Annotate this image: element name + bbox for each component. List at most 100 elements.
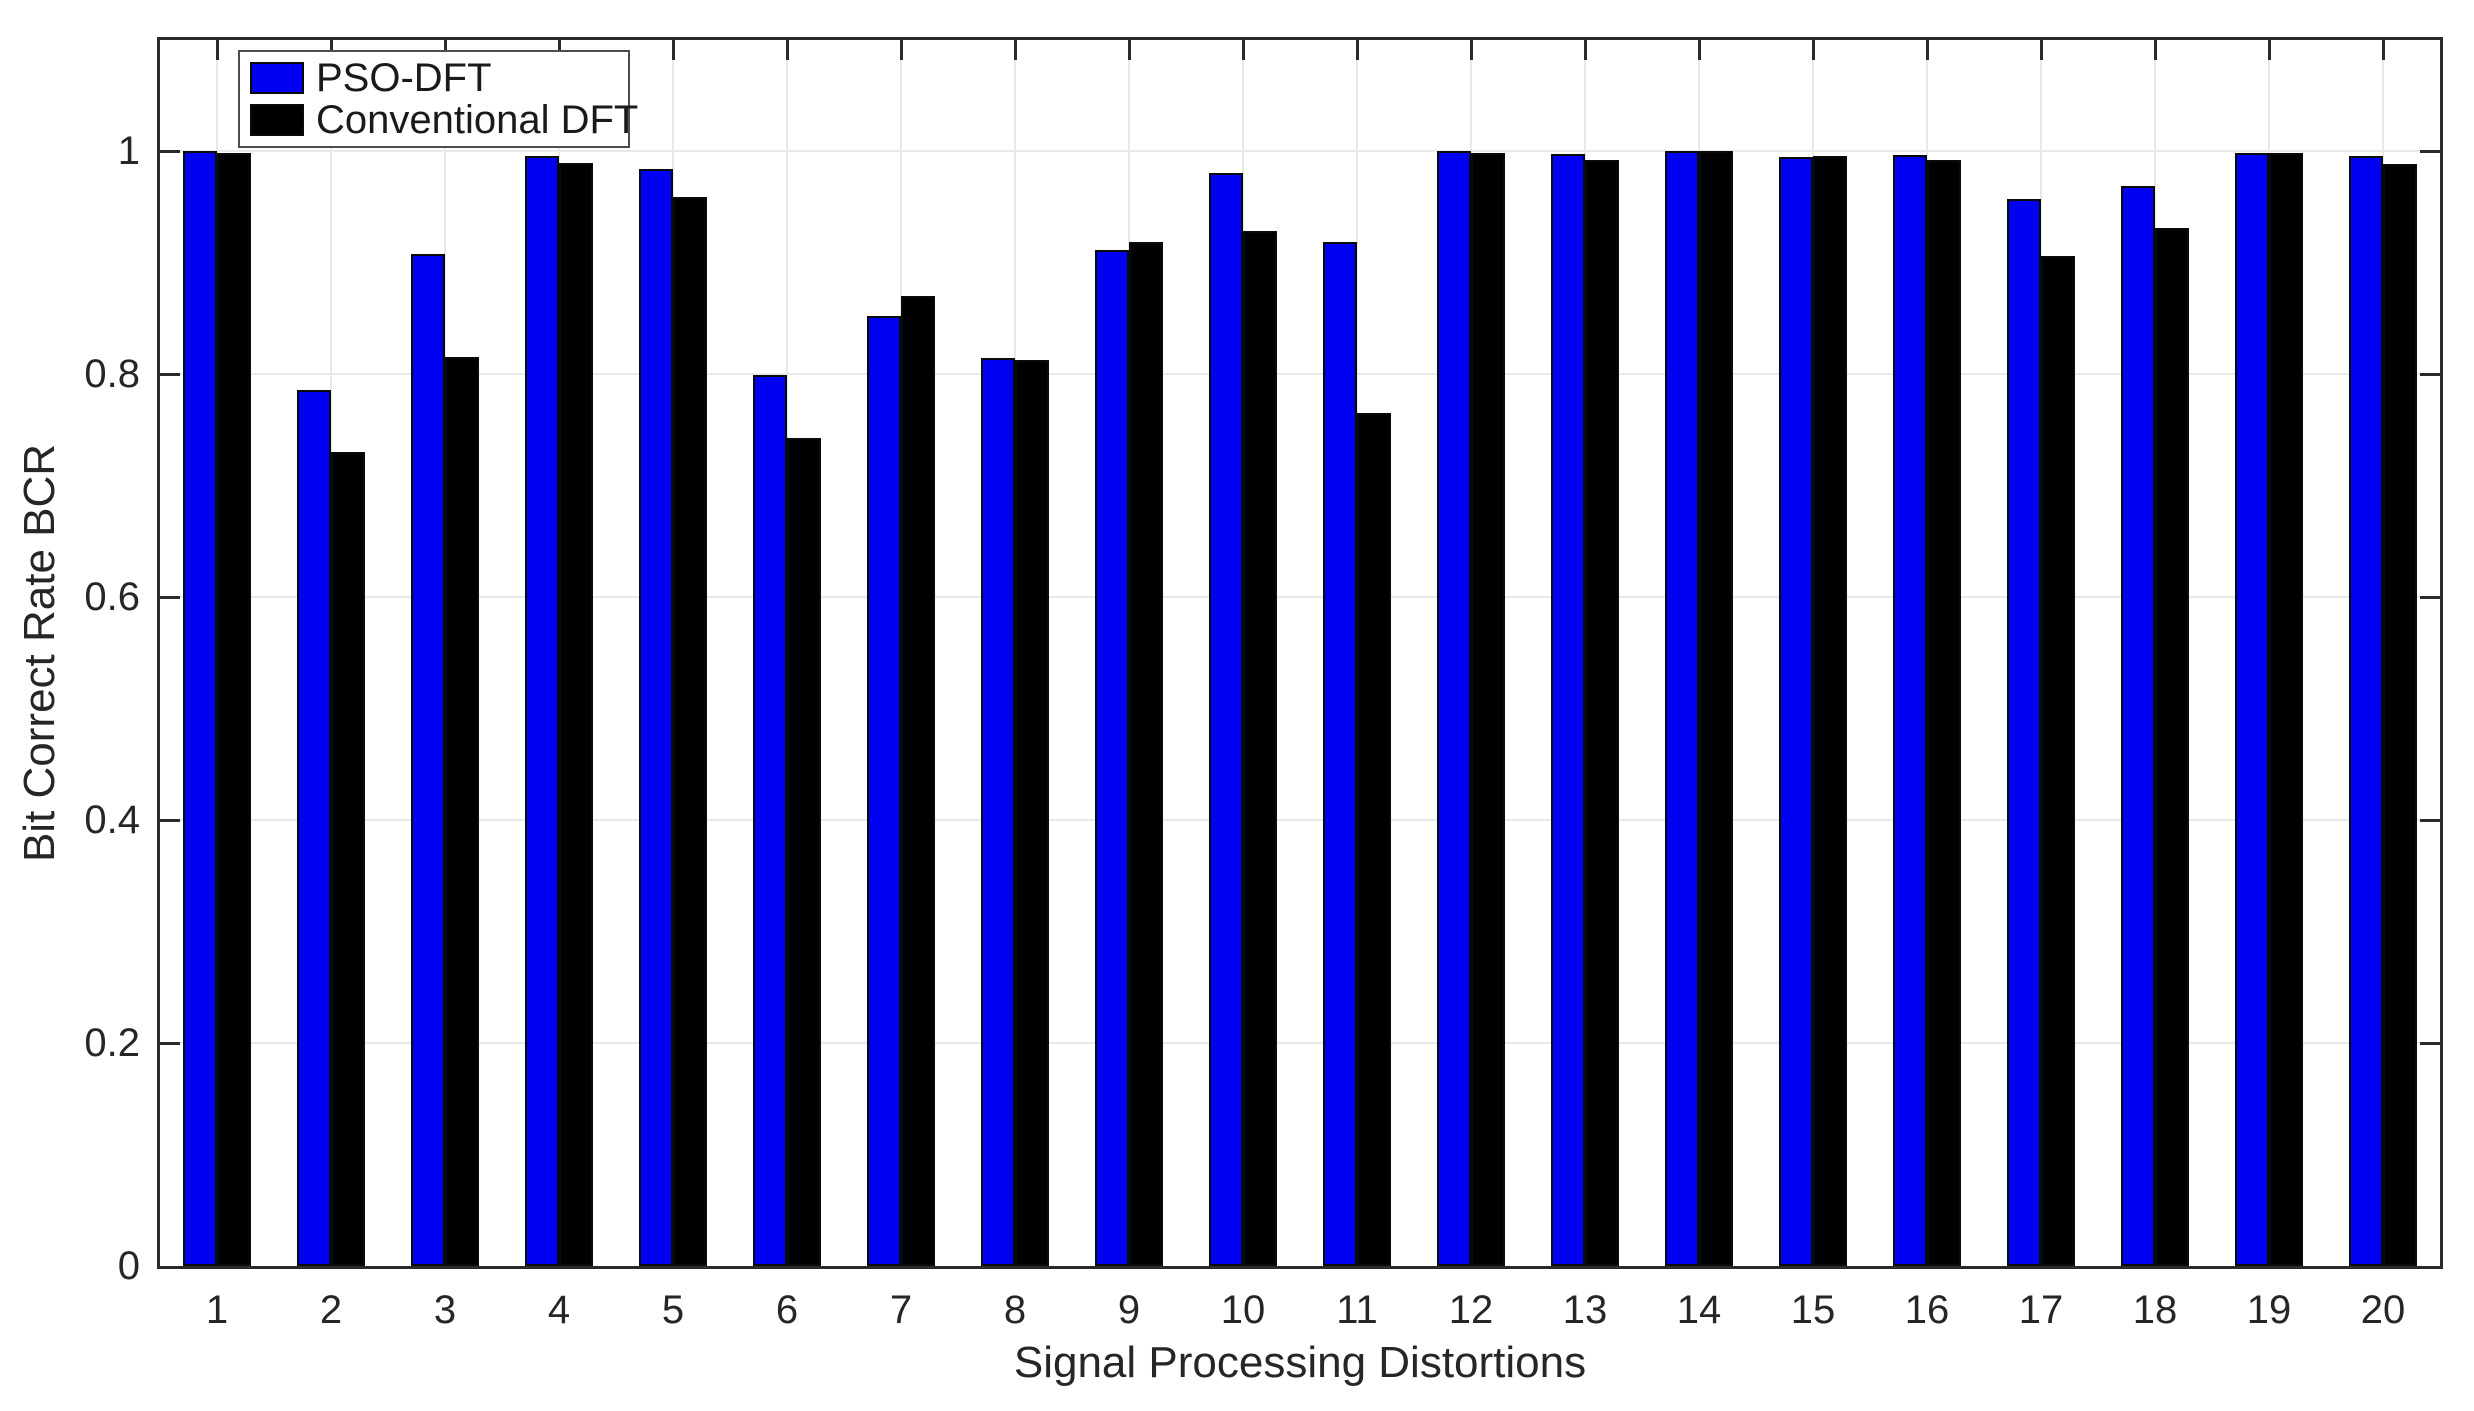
x-tick-mark bbox=[1583, 40, 1587, 60]
bar bbox=[1357, 413, 1391, 1266]
x-tick-mark bbox=[785, 40, 789, 60]
bar bbox=[1551, 153, 1585, 1266]
bar bbox=[1209, 172, 1243, 1266]
x-tick-mark bbox=[1127, 40, 1131, 60]
y-tick-mark bbox=[160, 595, 180, 599]
x-tick-label: 12 bbox=[1448, 1288, 1494, 1332]
x-tick-mark bbox=[1469, 40, 1473, 60]
bar bbox=[1015, 359, 1049, 1266]
x-tick-label: 7 bbox=[889, 1288, 913, 1332]
h-gridline bbox=[160, 373, 2440, 376]
x-tick-label: 19 bbox=[2246, 1288, 2292, 1332]
x-tick-label: 3 bbox=[433, 1288, 457, 1332]
x-tick-label: 10 bbox=[1220, 1288, 1266, 1332]
y-tick-mark bbox=[160, 818, 180, 822]
y-tick-mark bbox=[2420, 149, 2440, 153]
x-tick-mark bbox=[1811, 40, 1815, 60]
x-tick-mark bbox=[671, 40, 675, 60]
bar bbox=[183, 151, 217, 1266]
h-gridline bbox=[160, 150, 2440, 153]
bar bbox=[1893, 154, 1927, 1266]
y-tick-mark bbox=[160, 149, 180, 153]
legend: PSO-DFT Conventional DFT bbox=[238, 50, 638, 148]
x-tick-label: 1 bbox=[205, 1288, 229, 1332]
h-gridline bbox=[160, 596, 2440, 599]
y-tick-mark bbox=[2420, 595, 2440, 599]
x-tick-label: 17 bbox=[2018, 1288, 2064, 1332]
bar bbox=[331, 452, 365, 1266]
bar bbox=[2041, 256, 2075, 1266]
x-tick-mark bbox=[2267, 40, 2271, 60]
x-tick-label: 9 bbox=[1117, 1288, 1141, 1332]
x-tick-mark bbox=[215, 40, 219, 60]
bar bbox=[2235, 152, 2269, 1266]
bar bbox=[1243, 230, 1277, 1266]
bar bbox=[1471, 152, 1505, 1266]
x-axis-title: Signal Processing Distortions bbox=[1013, 1338, 1587, 1387]
bar bbox=[445, 356, 479, 1266]
x-tick-mark bbox=[1355, 40, 1359, 60]
bar bbox=[1095, 249, 1129, 1266]
x-tick-mark bbox=[1013, 40, 1017, 60]
legend-entry: PSO-DFT bbox=[250, 56, 618, 100]
plot-canvas bbox=[160, 40, 2440, 1266]
x-tick-label: 11 bbox=[1336, 1288, 1378, 1332]
legend-label: Conventional DFT bbox=[316, 98, 639, 142]
x-tick-mark bbox=[899, 40, 903, 60]
x-tick-label: 5 bbox=[661, 1288, 685, 1332]
bar bbox=[2349, 155, 2383, 1266]
x-tick-label: 2 bbox=[319, 1288, 343, 1332]
bar bbox=[2383, 163, 2417, 1266]
legend-entry: Conventional DFT bbox=[250, 100, 638, 140]
bar bbox=[1665, 151, 1699, 1266]
bar bbox=[1927, 160, 1961, 1266]
bar bbox=[787, 437, 821, 1266]
y-tick-label: 0 bbox=[117, 1244, 140, 1288]
bar bbox=[2007, 199, 2041, 1266]
bar bbox=[1779, 157, 1813, 1266]
y-tick-mark bbox=[2420, 818, 2440, 822]
bar bbox=[525, 155, 559, 1266]
x-tick-label: 16 bbox=[1904, 1288, 1950, 1332]
x-tick-mark bbox=[1697, 40, 1701, 60]
x-tick-mark bbox=[2381, 40, 2385, 60]
bar bbox=[639, 169, 673, 1266]
bar bbox=[2155, 228, 2189, 1266]
h-gridline bbox=[160, 1042, 2440, 1045]
y-tick-mark bbox=[160, 1041, 180, 1045]
legend-swatch-conventional-dft bbox=[250, 104, 304, 136]
legend-swatch-pso-dft bbox=[250, 62, 304, 94]
bar bbox=[673, 197, 707, 1266]
x-tick-mark bbox=[1925, 40, 1929, 60]
h-gridline bbox=[160, 819, 2440, 822]
bar bbox=[1585, 160, 1619, 1266]
legend-label: PSO-DFT bbox=[316, 56, 492, 100]
x-tick-label: 4 bbox=[547, 1288, 571, 1332]
x-tick-label: 15 bbox=[1790, 1288, 1836, 1332]
bar bbox=[217, 152, 251, 1266]
x-tick-label: 8 bbox=[1003, 1288, 1027, 1332]
y-tick-label: 0.6 bbox=[84, 575, 140, 620]
y-tick-label: 0.2 bbox=[84, 1021, 140, 1066]
bar bbox=[559, 162, 593, 1266]
y-tick-mark bbox=[2420, 372, 2440, 376]
bar bbox=[1699, 151, 1733, 1266]
bar bbox=[1813, 155, 1847, 1266]
bar bbox=[901, 296, 935, 1266]
bar bbox=[411, 254, 445, 1266]
x-tick-label: 20 bbox=[2360, 1288, 2406, 1332]
bar bbox=[2269, 152, 2303, 1266]
bar bbox=[1323, 241, 1357, 1266]
bar bbox=[981, 357, 1015, 1266]
x-tick-mark bbox=[2153, 40, 2157, 60]
x-tick-mark bbox=[1241, 40, 1245, 60]
bar bbox=[297, 389, 331, 1266]
x-tick-label: 6 bbox=[775, 1288, 799, 1332]
bar bbox=[2121, 186, 2155, 1266]
plot-area: PSO-DFT Conventional DFT bbox=[157, 37, 2443, 1269]
bar bbox=[867, 316, 901, 1266]
bar bbox=[1437, 151, 1471, 1266]
x-tick-label: 13 bbox=[1562, 1288, 1608, 1332]
bar bbox=[753, 375, 787, 1266]
